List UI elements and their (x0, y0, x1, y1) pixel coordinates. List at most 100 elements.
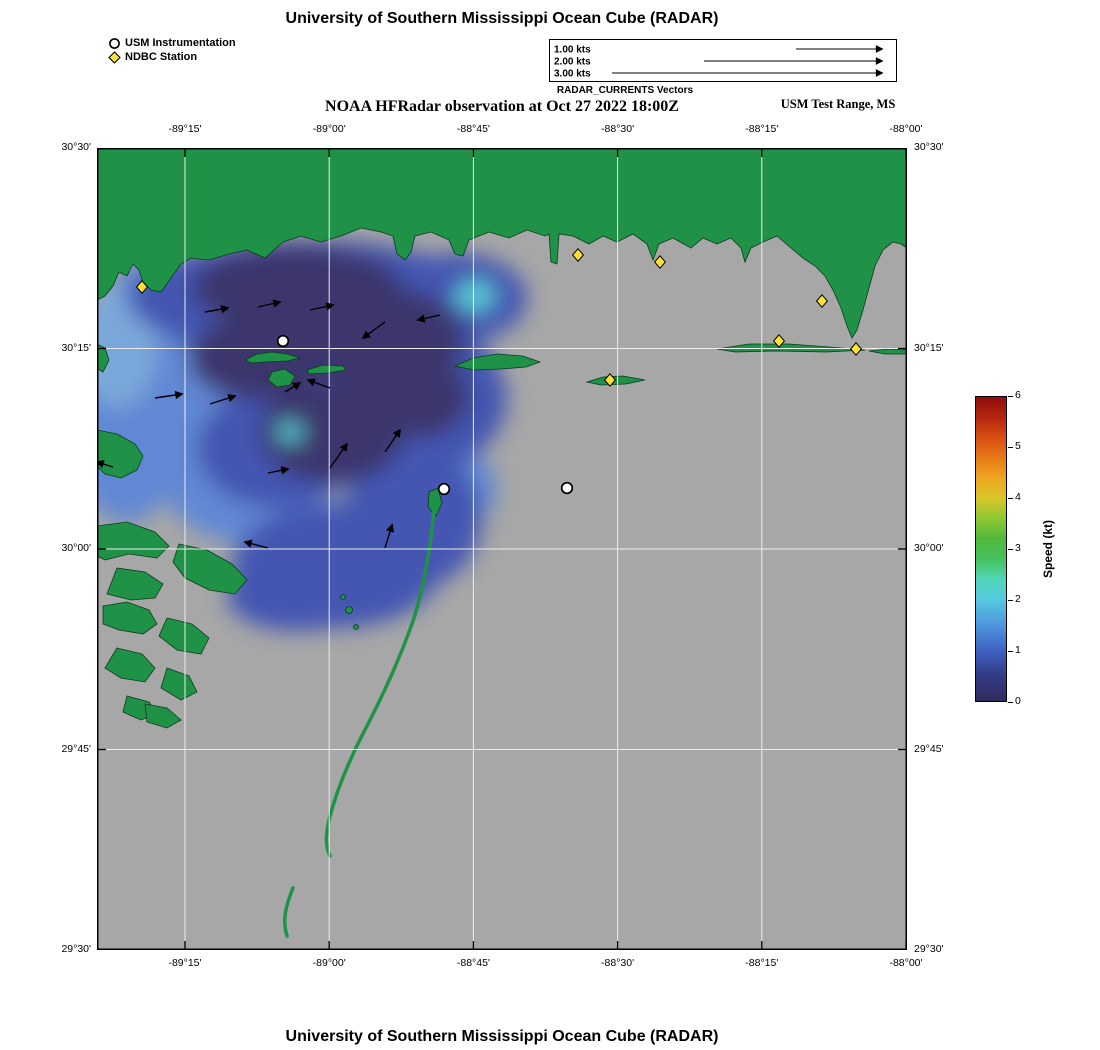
marsh-patch (104, 647, 156, 683)
barrier-island (244, 351, 302, 364)
current-vector-arrow (416, 314, 441, 323)
x-tick-label-top: -88°45' (456, 123, 490, 135)
colorbar-tick-label: 1 (1015, 644, 1021, 656)
island-chain-arc (283, 494, 437, 938)
colorbar-tick (1008, 446, 1013, 448)
current-vector-arrow (267, 466, 290, 475)
page-title-top: University of Southern Mississippi Ocean… (285, 10, 719, 27)
legend-usm-label: USM Instrumentation (125, 37, 236, 49)
map-frame (97, 148, 907, 950)
current-vector-arrow (384, 523, 395, 549)
map-area (72, 147, 908, 951)
colorbar (975, 396, 1007, 702)
ndbc-station-marker (571, 248, 585, 262)
map-canvas (72, 147, 908, 951)
marsh-patch (96, 521, 170, 561)
colorbar-tick-label: 5 (1015, 440, 1021, 452)
usm-instrumentation-marker (437, 482, 451, 496)
chandeleur-arc (324, 494, 437, 858)
colorbar-tick-label: 6 (1015, 389, 1021, 401)
ndbc-station-marker (772, 334, 786, 348)
ndbc-station-marker (135, 280, 149, 294)
small-island (353, 624, 359, 630)
colorbar-tick (1008, 650, 1013, 652)
colorbar-tick (1008, 701, 1013, 703)
grid-lines (97, 148, 907, 950)
current-vector-arrow (329, 442, 348, 469)
y-tick-label-left: 29°45' (61, 742, 91, 755)
south-island-sliver (283, 886, 295, 938)
current-vector-arrow (257, 299, 282, 308)
observation-subtitle: NOAA HFRadar observation at Oct 27 2022 … (325, 98, 679, 115)
ndbc-station-marker (653, 255, 667, 269)
marsh-patch (158, 617, 210, 655)
vector-scale-label: 2.00 kts (554, 57, 591, 68)
x-tick-label-bottom: -88°00' (889, 957, 923, 969)
current-vector-arrow (309, 302, 335, 311)
land-mainland (96, 147, 908, 339)
colorbar-axis-label: Speed (kt) (1041, 519, 1055, 579)
marsh-patch (172, 543, 248, 595)
x-tick-label-bottom: -89°15' (168, 957, 202, 969)
legend-row-ndbc: NDBC Station (108, 50, 236, 64)
current-vector-arrow (204, 305, 230, 314)
y-tick-label-left: 30°15' (61, 341, 91, 354)
y-tick-label-left: 30°30' (61, 141, 91, 153)
y-tick-label-right: 30°15' (914, 341, 944, 354)
small-island (345, 606, 353, 614)
x-tick-label-top: -89°15' (168, 123, 202, 135)
map-legend: USM Instrumentation NDBC Station (108, 36, 236, 64)
current-vector-arrow (306, 378, 331, 389)
vector-scale-box: 1.00 kts 2.00 kts 3.00 kts (549, 39, 897, 82)
x-tick-label-bottom: -88°30' (601, 957, 635, 969)
current-vector-arrow (154, 390, 184, 400)
colorbar-tick-label: 3 (1015, 542, 1021, 554)
x-tick-label-top: -88°15' (745, 123, 779, 135)
colorbar-tick-label: 0 (1015, 695, 1021, 707)
ndbc-station-marker (815, 294, 829, 308)
page-title-bottom: University of Southern Mississippi Ocean… (285, 1028, 719, 1045)
ndbc-station-marker (603, 373, 617, 387)
x-tick-label-bottom: -88°15' (745, 957, 779, 969)
marsh-patch (144, 703, 182, 729)
x-tick-label-top: -88°00' (889, 123, 923, 135)
legend-ndbc-label: NDBC Station (125, 51, 198, 63)
current-vector-arrow (284, 382, 302, 393)
vector-scale-label: 1.00 kts (554, 45, 591, 56)
barrier-island (585, 375, 646, 386)
y-tick-label-left: 29°30' (61, 943, 91, 955)
y-tick-label-right: 29°45' (914, 742, 944, 755)
current-vector-arrow (95, 459, 114, 469)
vector-scale-label: 3.00 kts (554, 69, 591, 80)
colorbar-tick (1008, 548, 1013, 550)
y-tick-label-right: 29°30' (914, 943, 944, 955)
usm-instrumentation-marker (560, 481, 574, 495)
y-tick-label-right: 30°30' (914, 141, 944, 153)
current-vector-arrow (243, 539, 269, 549)
y-tick-label-right: 30°00' (914, 542, 944, 554)
colorbar-tick-label: 2 (1015, 593, 1021, 605)
station-markers (135, 248, 863, 496)
usm-instrumentation-marker (276, 334, 290, 348)
current-vector-arrow (361, 321, 386, 339)
legend-row-usm: USM Instrumentation (108, 36, 236, 50)
barrier-island (453, 353, 542, 371)
usm-instrumentation-icon (109, 37, 120, 49)
ndbc-station-icon (108, 50, 121, 64)
current-vector-arrow (209, 394, 237, 405)
x-tick-label-bottom: -88°45' (456, 957, 490, 969)
marsh-patch (102, 601, 158, 635)
barrier-island (306, 364, 347, 375)
small-island (340, 594, 346, 600)
current-vector-arrow (384, 428, 401, 453)
barrier-island (267, 368, 296, 388)
x-tick-label-top: -89°00' (312, 123, 346, 135)
test-range-label: USM Test Range, MS (780, 97, 896, 111)
colorbar-tick (1008, 497, 1013, 499)
vector-scale-caption: RADAR_CURRENTS Vectors (556, 85, 694, 96)
colorbar-tick (1008, 599, 1013, 601)
x-tick-label-bottom: -89°00' (312, 957, 346, 969)
marsh-patch (106, 567, 164, 601)
y-tick-label-left: 30°00' (61, 542, 91, 554)
